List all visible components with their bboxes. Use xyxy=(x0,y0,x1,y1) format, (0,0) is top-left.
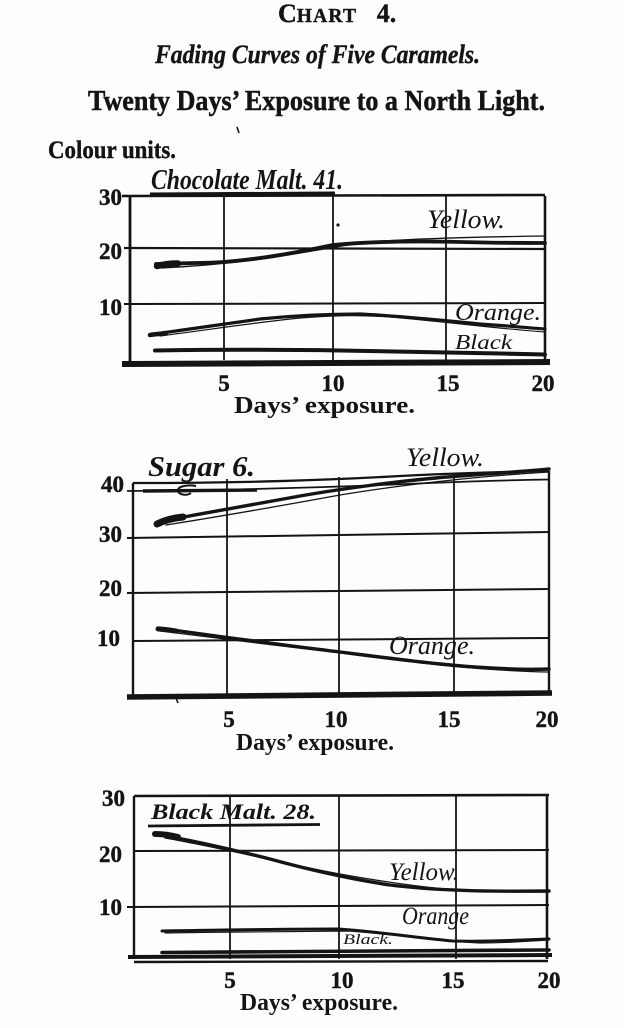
svg-text:10: 10 xyxy=(322,371,345,396)
svg-text:30: 30 xyxy=(99,185,122,210)
svg-text:Orange.: Orange. xyxy=(455,300,541,326)
svg-text:10: 10 xyxy=(331,968,354,993)
svg-text:Black.: Black. xyxy=(343,932,393,948)
svg-text:15: 15 xyxy=(437,371,460,396)
svg-text:20: 20 xyxy=(99,576,122,601)
svg-text:10: 10 xyxy=(97,626,120,651)
svg-text:CHART 4.: CHART 4. xyxy=(278,0,396,28)
svg-text:Orange: Orange xyxy=(402,903,469,930)
svg-text:Twenty Days’ Exposure to a Nor: Twenty Days’ Exposure to a North Light. xyxy=(88,86,545,117)
svg-text:30: 30 xyxy=(99,522,122,547)
svg-text:Yellow.: Yellow. xyxy=(406,443,484,472)
svg-text:Days’ exposure.: Days’ exposure. xyxy=(236,730,394,756)
svg-text:40: 40 xyxy=(101,472,124,497)
svg-text:20: 20 xyxy=(532,371,555,396)
svg-text:Yellow.: Yellow. xyxy=(389,859,459,886)
svg-text:5: 5 xyxy=(224,968,236,993)
svg-text:Yellow.: Yellow. xyxy=(427,205,505,234)
svg-text:20: 20 xyxy=(99,842,122,867)
svg-text:20: 20 xyxy=(538,968,561,993)
svg-text:5: 5 xyxy=(223,707,235,732)
svg-text:20: 20 xyxy=(536,707,559,732)
svg-text:Fading Curves of Five Caramels: Fading Curves of Five Caramels. xyxy=(154,40,480,69)
svg-text:20: 20 xyxy=(99,239,122,264)
svg-text:Days’ exposure.: Days’ exposure. xyxy=(234,393,415,419)
svg-text:10: 10 xyxy=(99,895,122,920)
svg-text:Days’ exposure.: Days’ exposure. xyxy=(240,990,398,1016)
svg-text:Sugar 6.: Sugar 6. xyxy=(148,452,255,483)
svg-text:10: 10 xyxy=(325,707,348,732)
svg-text:Black: Black xyxy=(455,330,513,354)
svg-text:15: 15 xyxy=(442,968,465,993)
svg-text:Black Malt. 28.: Black Malt. 28. xyxy=(150,799,316,824)
svg-text:10: 10 xyxy=(99,295,122,320)
svg-text:30: 30 xyxy=(102,786,125,811)
svg-text:15: 15 xyxy=(438,707,461,732)
svg-text:Chocolate Malt. 41.: Chocolate Malt. 41. xyxy=(151,165,343,196)
svg-text:Colour units.: Colour units. xyxy=(48,137,176,164)
svg-text:Orange.: Orange. xyxy=(389,631,475,660)
svg-text:5: 5 xyxy=(218,371,230,396)
